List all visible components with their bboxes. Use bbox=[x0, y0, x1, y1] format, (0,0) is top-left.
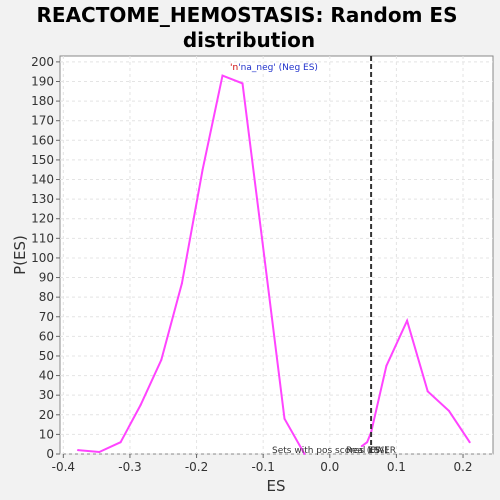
series-lines bbox=[76, 74, 471, 455]
series-line-1 bbox=[77, 74, 306, 455]
y-tick-label: 130 bbox=[31, 192, 54, 206]
y-tick-label: 140 bbox=[31, 173, 54, 187]
data-point bbox=[385, 364, 388, 367]
data-point bbox=[406, 319, 409, 322]
data-point bbox=[180, 282, 183, 285]
plot-area bbox=[59, 55, 494, 455]
x-tick-label: -0.1 bbox=[251, 460, 274, 474]
x-tick-label: -0.4 bbox=[52, 460, 75, 474]
data-point bbox=[360, 445, 363, 448]
data-point bbox=[366, 441, 369, 444]
data-point bbox=[468, 441, 471, 444]
y-tick-label: 20 bbox=[39, 408, 54, 422]
chart-title-line1: REACTOME_HEMOSTASIS: Random ES bbox=[37, 3, 458, 27]
y-tick-label: 180 bbox=[31, 94, 54, 108]
y-axis-label: P(ES) bbox=[11, 235, 29, 275]
data-point bbox=[448, 409, 451, 412]
y-tick-label: 40 bbox=[39, 369, 54, 383]
x-axis-ticks: -0.4 -0.3 -0.2 -0.1 0.0 0.1 0.2 bbox=[52, 454, 473, 474]
data-point bbox=[303, 453, 306, 455]
fwer-annotation: FWER bbox=[370, 446, 396, 456]
data-point bbox=[426, 390, 429, 393]
y-tick-label: 100 bbox=[31, 251, 54, 265]
y-tick-label: 30 bbox=[39, 388, 54, 402]
data-point bbox=[201, 168, 204, 171]
y-tick-label: 70 bbox=[39, 310, 54, 324]
y-tick-label: 0 bbox=[46, 447, 54, 461]
real-es-annotation: Real ES bbox=[346, 446, 380, 456]
data-point bbox=[119, 441, 122, 444]
x-tick-label: 0.1 bbox=[387, 460, 406, 474]
y-tick-label: 50 bbox=[39, 349, 54, 363]
y-tick-label: 160 bbox=[31, 133, 54, 147]
x-tick-label: -0.2 bbox=[185, 460, 208, 474]
neg-es-annotation: 'n'na_neg' (Neg ES) bbox=[230, 63, 318, 73]
pos-scores-annotation: Sets with pos scores (0%) bbox=[272, 446, 388, 456]
y-tick-label: 80 bbox=[39, 290, 54, 304]
data-point bbox=[283, 417, 286, 420]
series-line-2 bbox=[361, 317, 471, 447]
data-point bbox=[241, 82, 244, 85]
y-tick-label: 200 bbox=[31, 55, 54, 69]
chart-title-line2: distribution bbox=[183, 28, 315, 52]
y-tick-label: 190 bbox=[31, 74, 54, 88]
y-axis-ticks: 0 10 20 30 40 50 60 70 80 90 100 110 120 130 140 150 160… bbox=[31, 55, 60, 461]
x-tick-label: 0.0 bbox=[320, 460, 339, 474]
data-point bbox=[261, 241, 264, 244]
y-tick-label: 90 bbox=[39, 271, 54, 285]
y-tick-label: 110 bbox=[31, 231, 54, 245]
y-tick-label: 150 bbox=[31, 153, 54, 167]
data-point bbox=[160, 358, 163, 361]
data-point bbox=[221, 74, 224, 77]
y-tick-label: 120 bbox=[31, 212, 54, 226]
x-tick-label: 0.2 bbox=[453, 460, 472, 474]
x-tick-label: -0.3 bbox=[118, 460, 141, 474]
y-tick-label: 10 bbox=[39, 427, 54, 441]
data-point bbox=[76, 449, 79, 452]
y-tick-label: 170 bbox=[31, 114, 54, 128]
data-point bbox=[139, 403, 142, 406]
x-axis-label: ES bbox=[267, 477, 286, 495]
y-tick-label: 60 bbox=[39, 329, 54, 343]
data-point bbox=[98, 451, 101, 454]
